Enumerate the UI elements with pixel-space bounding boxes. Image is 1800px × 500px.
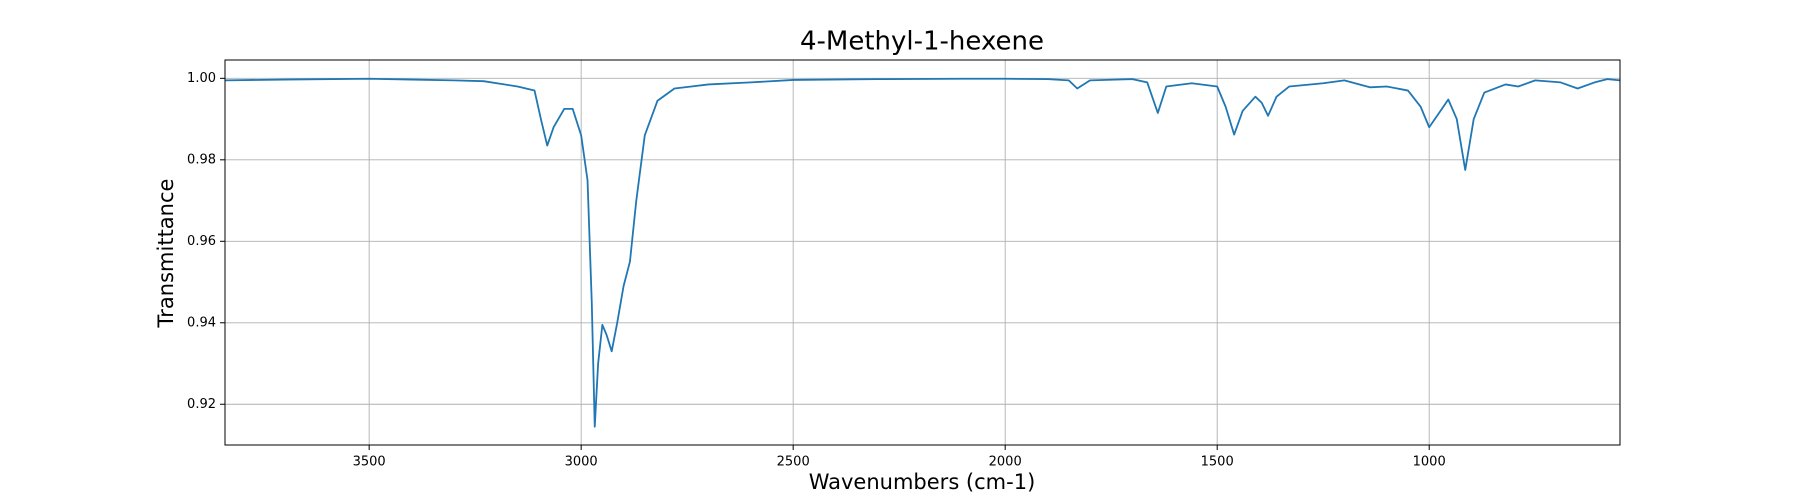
chart-title: 4-Methyl-1-hexene	[800, 27, 1044, 57]
x-tick-label: 2000	[989, 455, 1022, 470]
y-tick-label: 0.92	[187, 397, 216, 412]
spectrum-line	[224, 77, 1621, 428]
y-axis-label: Transmittance	[154, 179, 178, 329]
y-tick-label: 0.98	[187, 152, 216, 167]
x-tick-label: 3000	[565, 455, 598, 470]
x-tick-label: 1000	[1413, 455, 1446, 470]
y-tick-label: 0.94	[187, 315, 216, 330]
y-tick-label: 1.00	[187, 71, 216, 86]
plot-frame	[224, 59, 1621, 446]
x-tick-label: 2500	[777, 455, 810, 470]
y-tick-label: 0.96	[187, 234, 216, 249]
x-axis-label: Wavenumbers (cm-1)	[809, 470, 1036, 494]
x-tick-label: 1500	[1201, 455, 1234, 470]
x-tick-label: 3500	[353, 455, 386, 470]
